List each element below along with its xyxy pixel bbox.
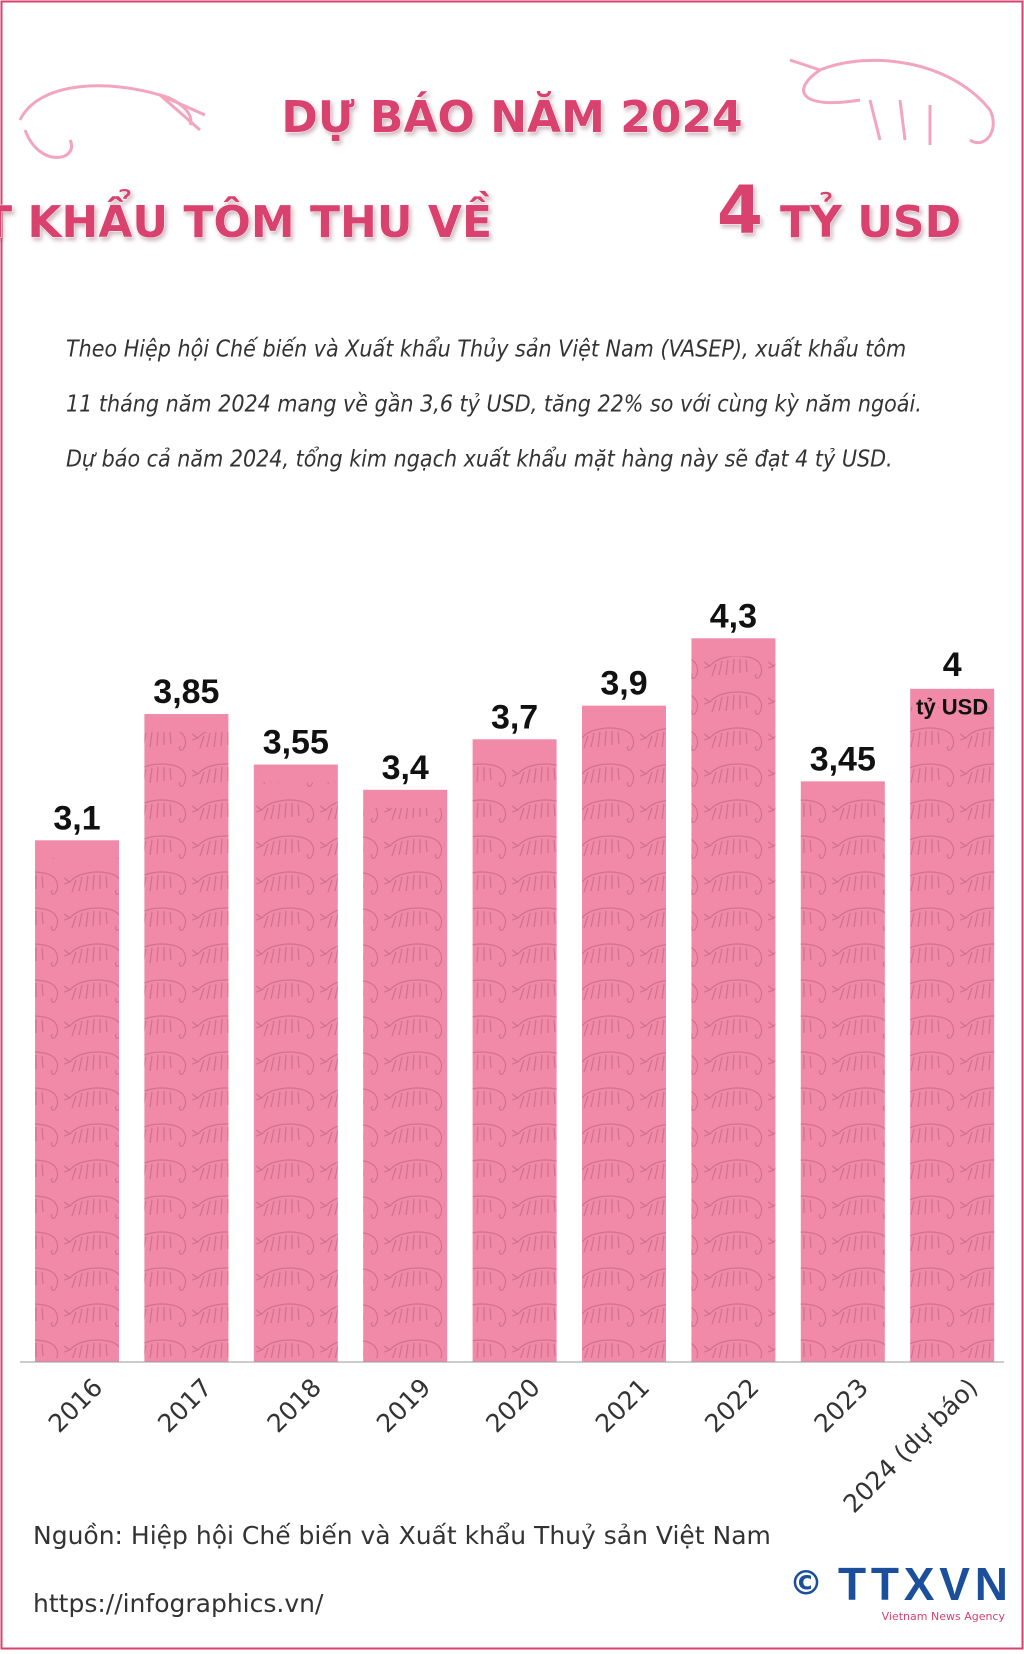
description-line: Dự báo cả năm 2024, tổng kim ngạch xuất … [66,447,893,473]
title-line2: XUẤT KHẨU TÔM THU VỀ [0,188,492,248]
url: https://infographics.vn/ [33,1589,324,1618]
x-tick-label: 2018 [261,1373,326,1438]
description-line: 11 tháng năm 2024 mang về gần 3,6 tỷ USD… [66,392,922,418]
value-label: 3,4 [382,749,429,787]
value-label: 3,9 [600,665,647,703]
value-label: 3,7 [491,698,538,736]
bar-pattern [363,807,448,1358]
bar-chart: 3,1 2016 3,85 2017 3,55 2018 3,4 2019 3,7 2020 3,9… [35,597,995,1519]
value-unit: tỷ USD [916,695,988,720]
bar-pattern [144,732,229,1358]
value-label: 4 [943,646,962,684]
x-tick-label: 2023 [808,1373,873,1438]
x-tick-label: 2017 [152,1373,217,1438]
bar-pattern [35,858,119,1358]
value-label: 3,45 [810,740,876,778]
value-label: 3,1 [53,799,100,837]
logo-subtitle: Vietnam News Agency [882,1610,1006,1623]
value-label: 3,85 [153,673,219,711]
x-tick-label: 2021 [590,1373,655,1438]
value-label: 3,55 [263,724,329,762]
x-tick-label: 2016 [43,1373,108,1438]
source: Nguồn: Hiệp hội Chế biến và Xuất khẩu Th… [33,1521,771,1550]
description-line: Theo Hiệp hội Chế biến và Xuất khẩu Thủy… [66,337,906,363]
title-line1: DỰ BÁO NĂM 2024 [281,90,742,143]
title-line2-end: TỶ USD [780,191,961,248]
shrimp-decoration [18,58,995,159]
x-tick-label: 2019 [371,1373,436,1438]
bar-pattern [253,782,338,1358]
x-tick-label: 2020 [480,1373,545,1438]
bar-pattern [691,656,776,1358]
bar-pattern [800,799,885,1358]
value-label: 4,3 [710,597,757,635]
bar-pattern [910,706,995,1358]
x-tick-label: 2022 [699,1373,764,1438]
copyright: © [789,1564,823,1604]
logo: TTXVN [838,1558,1008,1610]
bar-pattern [582,723,666,1358]
bar-pattern [472,757,557,1358]
title-highlight: 4 [717,172,763,249]
